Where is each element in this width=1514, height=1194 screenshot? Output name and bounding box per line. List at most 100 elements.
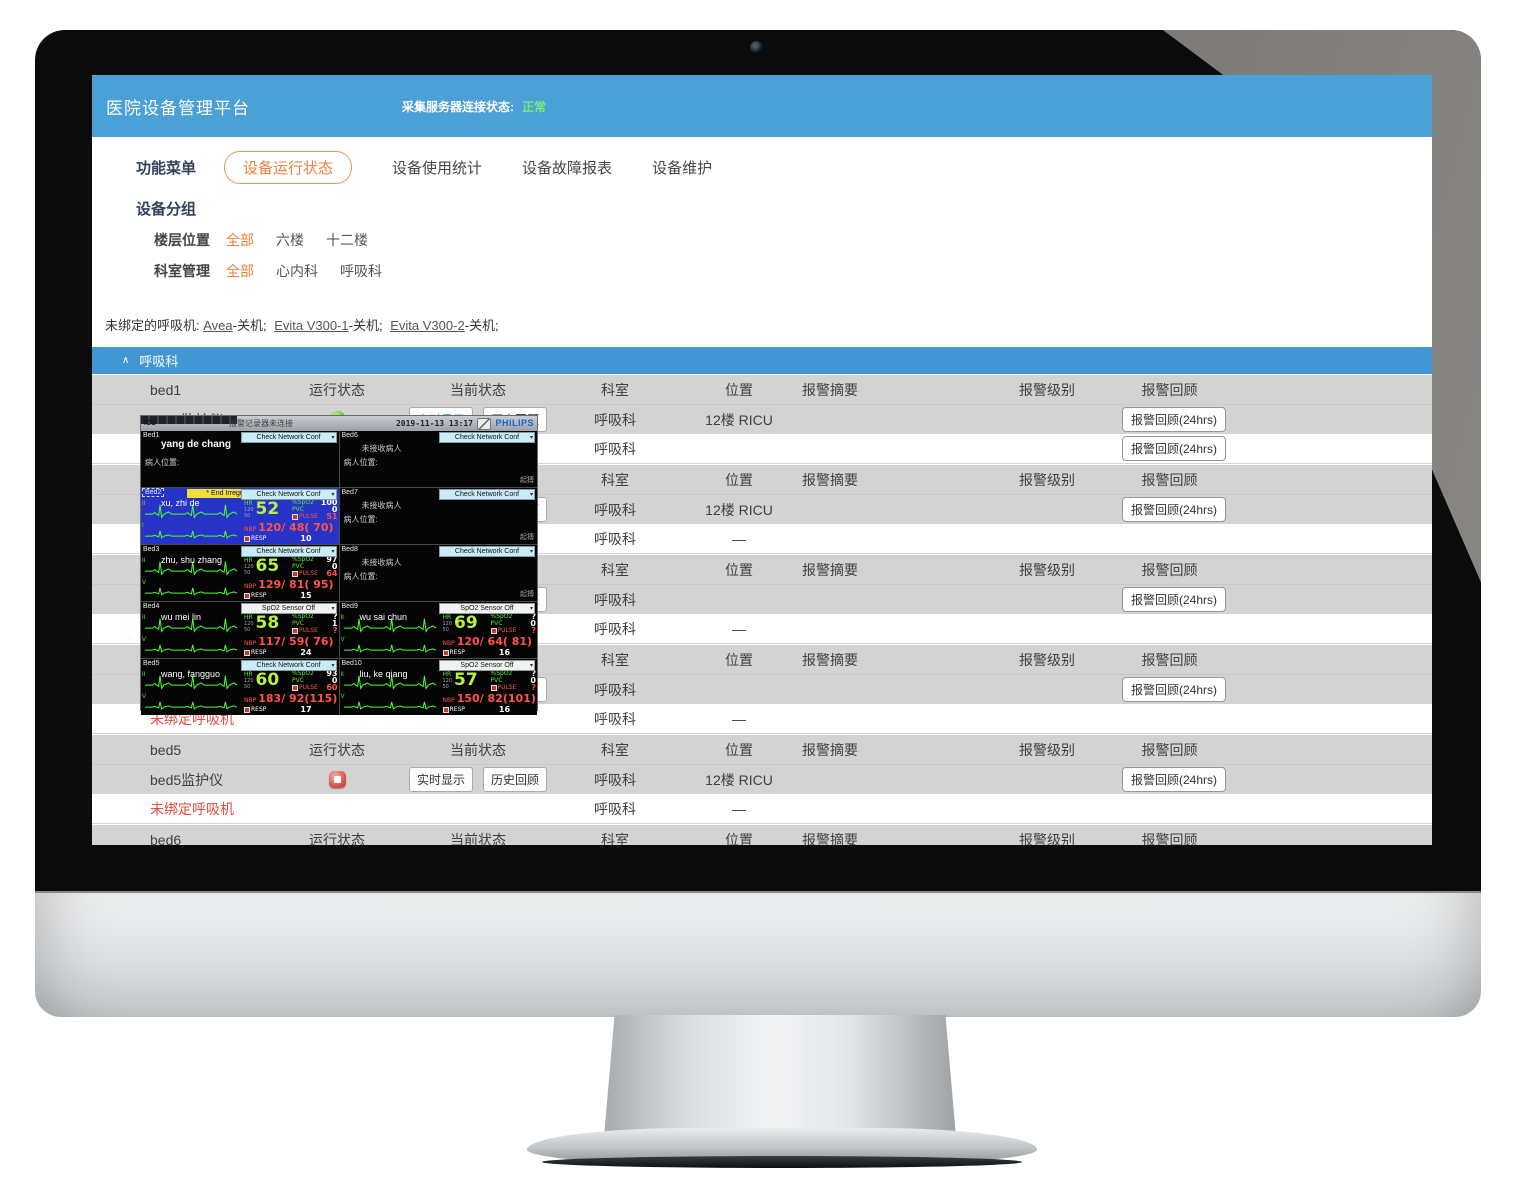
dropdown-arrow-icon[interactable]: ▾ xyxy=(331,606,335,612)
monitor-bed-cell[interactable]: Bed1 Check Network Conf▾ yang de chang 未… xyxy=(141,431,339,487)
network-banner[interactable]: Check Network Conf ▾ xyxy=(439,432,535,443)
ecg-waveform xyxy=(145,644,238,653)
dropdown-arrow-icon[interactable]: ▾ xyxy=(529,435,533,441)
nbp-value: 183/ 92(115) xyxy=(258,692,338,705)
history-button[interactable]: 历史回顾 xyxy=(482,767,547,792)
unbound-suffix: -关机; xyxy=(348,318,383,333)
pvc-value: 0 xyxy=(331,676,338,685)
filter-dept-all[interactable]: 全部 xyxy=(226,263,254,279)
device-review-button[interactable]: 报警回顾(24hrs) xyxy=(1122,407,1227,432)
hr-low-limit: 50 xyxy=(442,627,449,633)
pulse-label: PULSE xyxy=(292,627,318,634)
hr-low-limit: 50 xyxy=(244,627,251,633)
device-review-button[interactable]: 报警回顾(24hrs) xyxy=(1122,497,1227,522)
monitor-bed-cell[interactable]: Bed10 SpO2 Sensor Off▾ liu, ke qiang 未接收… xyxy=(339,659,537,715)
hr-label: HR 120 50 xyxy=(244,671,254,690)
lead-label-2: V xyxy=(340,694,345,700)
monitor-bed-cell[interactable]: Bed3 Check Network Conf ▾ zhu, shu zhang … xyxy=(141,545,339,601)
unbound-link-evita1[interactable]: Evita V300-1 xyxy=(274,318,349,333)
table-header-row: bed1 运行状态 当前状态 科室 位置 报警摘要 报警级别 报警回顾 xyxy=(92,375,1432,405)
tab-device-maintenance[interactable]: 设备维护 xyxy=(652,160,713,177)
filter-floor-all[interactable]: 全部 xyxy=(226,232,254,248)
filter-dept-label: 科室管理 xyxy=(154,263,210,279)
bed-id-label: Bed7 xyxy=(341,489,358,496)
vitals-panel: HR 120 50 60 %SpO2 93 PVC 0 PULSE 60 NBP 183/… xyxy=(244,670,338,714)
lead-label-2: V xyxy=(340,637,345,643)
monitor-bed-cell[interactable]: Bed5 Check Network Conf▾ wang, fangguo 未… xyxy=(141,659,339,715)
spo2-value: 93 xyxy=(326,669,338,678)
network-banner[interactable]: SpO2 Sensor Off ▾ xyxy=(240,603,337,614)
filter-floor-6[interactable]: 六楼 xyxy=(276,232,304,248)
dropdown-arrow-icon[interactable]: ▾ xyxy=(529,606,533,612)
nbp-value: 129/ 81( 95) xyxy=(258,578,334,591)
vent-loc: — xyxy=(732,620,746,637)
philips-logo: PHILIPS xyxy=(495,418,534,428)
screen-artifact xyxy=(141,416,237,424)
tab-device-running-status[interactable]: 设备运行状态 xyxy=(224,151,353,184)
dropdown-arrow-icon[interactable]: ▾ xyxy=(529,663,533,669)
bed-id-label: Bed10 xyxy=(341,660,362,667)
hr-label: HR 120 50 xyxy=(244,614,254,633)
section-label: 呼吸科 xyxy=(139,354,179,369)
network-banner[interactable]: Check Network Conf ▾ xyxy=(240,432,337,443)
pvc-value: 0 xyxy=(331,562,338,571)
section-bar-respiratory[interactable]: ∧ 呼吸科 xyxy=(92,347,1432,374)
bed-name: bed5 xyxy=(150,741,182,758)
ecg-waveform xyxy=(145,587,238,596)
dropdown-arrow-icon[interactable]: ▾ xyxy=(331,492,335,498)
pulse-value: ? xyxy=(531,626,536,635)
device-review-button[interactable]: 报警回顾(24hrs) xyxy=(1122,767,1227,792)
col-loc: 位置 xyxy=(725,831,753,846)
dropdown-arrow-icon[interactable]: ▾ xyxy=(529,549,533,555)
col-loc: 位置 xyxy=(725,471,753,488)
network-banner[interactable]: SpO2 Sensor Off ▾ xyxy=(439,603,535,614)
vent-loc: — xyxy=(732,710,746,727)
pvc-label: PVC xyxy=(292,677,304,684)
network-banner[interactable]: Check Network Conf ▾ xyxy=(240,660,337,671)
network-banner[interactable]: Check Network Conf ▾ xyxy=(240,489,337,500)
unbound-link-avea[interactable]: Avea xyxy=(203,318,233,333)
unbound-prefix: 未绑定的呼吸机: xyxy=(105,318,200,333)
alarm-square-icon xyxy=(244,706,250,713)
resp-label: RESP xyxy=(244,535,266,542)
col-dept: 科室 xyxy=(601,381,629,398)
realtime-button[interactable]: 实时显示 xyxy=(409,767,474,792)
tab-device-fault-report[interactable]: 设备故障报表 xyxy=(522,160,613,177)
hr-high-limit: 120 xyxy=(244,621,254,627)
nbp-value: 120/ 48( 70) xyxy=(258,521,334,534)
monitor-bed-cell[interactable]: Bed8 Check Network Conf ▾ 未接收病人 病人位置: 起搏 … xyxy=(339,545,537,601)
monitor-bed-cell[interactable]: Bed7 Check Network Conf ▾ 未接收病人 病人位置: 起搏 … xyxy=(339,488,537,544)
collapse-chevron-icon[interactable]: ∧ xyxy=(122,355,130,366)
monitor-bed-cell[interactable]: Bed2 * End Irregular HR Check Network Co… xyxy=(141,488,339,544)
device-dept: 呼吸科 xyxy=(594,771,636,788)
device-review-button[interactable]: 报警回顾(24hrs) xyxy=(1122,587,1227,612)
alarm-square-icon xyxy=(292,684,298,691)
nbp-label: NBP xyxy=(244,583,257,590)
dropdown-arrow-icon[interactable]: ▾ xyxy=(331,549,335,555)
device-review-button[interactable]: 报警回顾(24hrs) xyxy=(1122,677,1227,702)
vent-dept: 呼吸科 xyxy=(594,620,636,637)
lead-label-1: II xyxy=(142,615,146,621)
monitor-bed-cell[interactable]: Bed6 Check Network Conf ▾ 未接收病人 病人位置: 起搏 … xyxy=(339,431,537,487)
monitor-bed-cell[interactable]: Bed9 SpO2 Sensor Off▾ wu sai chun 未接收病人 … xyxy=(339,602,537,658)
monitor-bed-cell[interactable]: Bed4 SpO2 Sensor Off▾ wu mei lin 未接收病人 病… xyxy=(141,602,339,658)
network-banner[interactable]: Check Network Conf ▾ xyxy=(439,546,535,557)
vent-review-button[interactable]: 报警回顾(24hrs) xyxy=(1122,436,1227,461)
bed-id-label: Bed9 xyxy=(341,603,358,610)
network-banner[interactable]: Check Network Conf ▾ xyxy=(240,546,337,557)
col-summary: 报警摘要 xyxy=(802,651,858,668)
unbound-link-evita2[interactable]: Evita V300-2 xyxy=(390,318,465,333)
filter-dept-respiratory[interactable]: 呼吸科 xyxy=(340,263,382,279)
dropdown-arrow-icon[interactable]: ▾ xyxy=(331,435,335,441)
no-patient-label: 未接收病人 xyxy=(361,444,402,453)
filter-floor-12[interactable]: 十二楼 xyxy=(326,232,368,248)
pvc-value: 0 xyxy=(331,505,338,514)
spo2-value: ? xyxy=(531,612,536,621)
dropdown-arrow-icon[interactable]: ▾ xyxy=(331,663,335,669)
dropdown-arrow-icon[interactable]: ▾ xyxy=(529,492,533,498)
tab-device-usage-stats[interactable]: 设备使用统计 xyxy=(392,160,483,177)
network-banner[interactable]: Check Network Conf ▾ xyxy=(439,489,535,500)
network-banner[interactable]: SpO2 Sensor Off ▾ xyxy=(439,660,535,671)
col-loc: 位置 xyxy=(725,651,753,668)
filter-dept-cardiology[interactable]: 心内科 xyxy=(276,263,318,279)
